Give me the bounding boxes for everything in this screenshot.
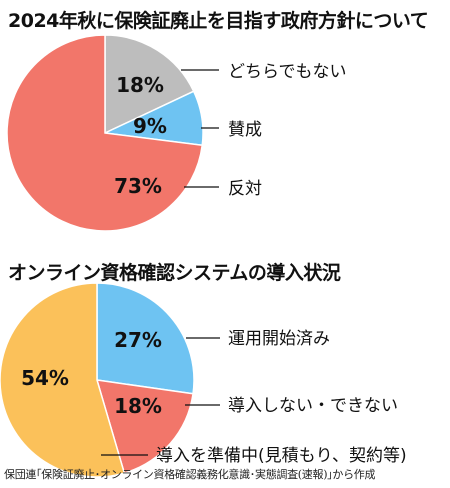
chart-2-slice-1 <box>96 282 195 395</box>
chart-1-percent-label-1: 18% <box>116 73 164 97</box>
chart-2-title: オンライン資格確認システムの導入状況 <box>8 262 341 284</box>
chart-1-title: 2024年秋に保険証廃止を目指す政府方針について <box>8 10 429 32</box>
chart-2-slice-2 <box>95 379 194 475</box>
chart-1-category-label-1: どちらでもない <box>228 62 347 82</box>
chart-2-percent-label-1: 27% <box>114 328 162 352</box>
chart-1-category-label-3: 反対 <box>228 179 262 199</box>
chart-2-slice-3 <box>0 282 126 478</box>
chart-1-percent-label-3: 73% <box>114 174 162 198</box>
source-note: 保団連｢保険証廃止･オンライン資格確認義務化意識･実態調査(速報)｣から作成 <box>4 468 376 481</box>
chart-1-category-label-2: 賛成 <box>228 120 262 140</box>
chart-2-percent-label-3: 54% <box>21 366 69 390</box>
chart-1-percent-label-2: 9% <box>133 114 167 138</box>
chart-2-category-label-1: 運用開始済み <box>228 329 330 349</box>
chart-2-percent-label-2: 18% <box>114 394 162 418</box>
chart-2-category-label-2: 導入しない・できない <box>228 396 398 416</box>
chart-1-slice-1 <box>104 34 195 135</box>
chart-2-category-label-3: 導入を準備中(見積もり、契約等) <box>156 446 407 466</box>
chart-1-slice-3 <box>6 34 204 232</box>
